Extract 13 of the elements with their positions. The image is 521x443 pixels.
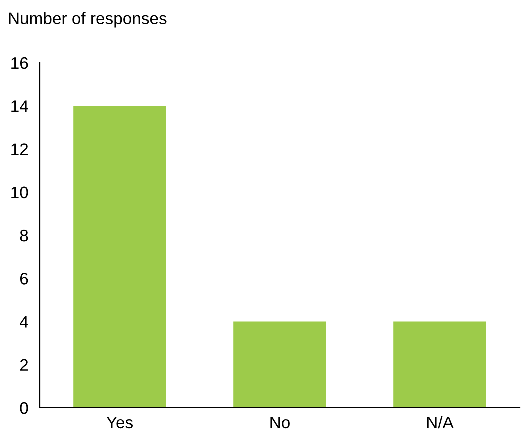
x-tick-label: Yes	[106, 416, 133, 429]
y-tick-label: 16	[12, 57, 28, 70]
y-tick-label: 4	[20, 316, 28, 328]
y-tick-label: 6	[20, 273, 28, 285]
y-axis-title: Number of responses	[9, 12, 167, 28]
y-tick-label: 0	[20, 402, 28, 414]
y-tick-label: 8	[20, 230, 28, 242]
y-tick-label: 14	[12, 100, 28, 112]
x-tick-label: N/A	[427, 416, 454, 429]
y-tick-label: 10	[12, 186, 28, 199]
x-tick-label: No	[270, 416, 290, 429]
y-tick-label: 2	[20, 359, 28, 371]
y-tick-label: 12	[12, 144, 28, 156]
